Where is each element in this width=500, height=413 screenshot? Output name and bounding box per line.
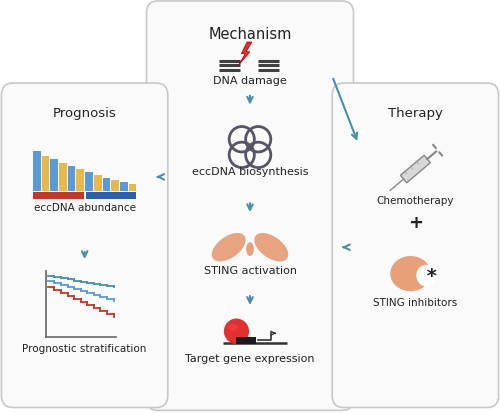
Bar — [42, 157, 50, 191]
Bar — [33, 152, 40, 191]
Ellipse shape — [228, 324, 237, 331]
Bar — [76, 170, 84, 191]
Ellipse shape — [212, 233, 246, 262]
Text: STING activation: STING activation — [204, 265, 296, 275]
Bar — [120, 182, 128, 191]
Bar — [111, 180, 119, 191]
Bar — [85, 173, 93, 191]
Ellipse shape — [254, 233, 288, 262]
Text: Chemotherapy: Chemotherapy — [376, 196, 454, 206]
Bar — [236, 337, 256, 344]
Text: Prognosis: Prognosis — [52, 107, 116, 120]
Bar — [59, 164, 66, 191]
Bar — [94, 176, 102, 191]
FancyBboxPatch shape — [2, 84, 168, 408]
Polygon shape — [400, 156, 430, 183]
Ellipse shape — [246, 243, 254, 256]
Ellipse shape — [416, 265, 436, 287]
Circle shape — [224, 319, 249, 344]
Bar — [86, 193, 136, 200]
Bar — [128, 184, 136, 191]
Text: Prognostic stratification: Prognostic stratification — [22, 343, 147, 353]
Text: Mechanism: Mechanism — [208, 27, 292, 42]
Text: STING inhibitors: STING inhibitors — [374, 297, 458, 307]
Text: Target gene expression: Target gene expression — [185, 353, 315, 363]
Ellipse shape — [390, 256, 431, 292]
FancyBboxPatch shape — [146, 2, 354, 411]
Text: +: + — [408, 214, 423, 231]
FancyBboxPatch shape — [332, 84, 498, 408]
Bar — [68, 167, 76, 191]
Text: eccDNA abundance: eccDNA abundance — [34, 203, 136, 213]
Text: DNA damage: DNA damage — [213, 76, 287, 86]
Bar — [33, 193, 84, 200]
Text: *: * — [426, 266, 438, 285]
Text: Therapy: Therapy — [388, 107, 443, 120]
Bar — [50, 160, 58, 191]
Bar — [102, 178, 110, 191]
Polygon shape — [238, 43, 252, 66]
Text: eccDNA biosynthesis: eccDNA biosynthesis — [192, 167, 308, 177]
